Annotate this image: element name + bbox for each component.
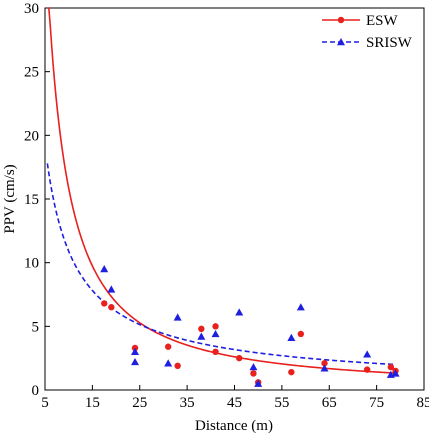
data-point-srisw [212,330,220,337]
x-tick-label: 5 [41,395,49,411]
data-point-srisw [131,358,139,365]
y-axis-label: PPV (cm/s) [2,164,18,233]
legend-label-esw: ESW [366,13,399,29]
x-tick-label: 75 [369,395,384,411]
data-point-esw [250,370,256,376]
y-tick-label: 15 [24,192,39,208]
data-point-srisw [174,313,182,320]
data-point-esw [101,300,107,306]
x-tick-label: 55 [274,395,289,411]
y-tick-label: 0 [32,383,40,399]
data-point-esw [212,323,218,329]
fit-curve-srisw [47,163,395,364]
y-tick-label: 20 [24,128,39,144]
fit-curve-esw [47,8,395,373]
data-point-srisw [287,334,295,341]
data-point-srisw [197,333,205,340]
legend: ESW SRISW [322,13,413,51]
x-tick-label: 45 [227,395,242,411]
x-tick-label: 85 [417,395,429,411]
data-point-esw [198,326,204,332]
plot-frame [45,8,424,390]
data-point-srisw [100,265,108,272]
x-tick-label: 15 [85,395,100,411]
data-point-esw [298,331,304,337]
data-point-srisw [235,308,243,315]
y-tick-label: 25 [24,65,39,81]
data-point-srisw [164,359,172,366]
data-point-esw [288,369,294,375]
y-tick-label: 5 [32,319,40,335]
data-point-srisw [249,363,257,370]
data-point-srisw [297,303,305,310]
data-point-esw [108,304,114,310]
data-point-esw [165,344,171,350]
x-tick-label: 35 [180,395,195,411]
x-axis-label: Distance (m) [195,418,273,434]
x-tick-label: 25 [132,395,147,411]
legend-marker-esw [338,17,344,23]
legend-label-srisw: SRISW [366,35,413,51]
y-tick-label: 30 [24,1,39,17]
fit-curves [47,8,395,373]
x-tick-label: 65 [322,395,337,411]
data-point-esw [236,355,242,361]
data-point-esw [174,363,180,369]
data-point-srisw [107,285,115,292]
data-point-srisw [363,350,371,357]
data-point-esw [364,366,370,372]
data-point-esw [212,349,218,355]
y-tick-label: 10 [24,256,39,272]
